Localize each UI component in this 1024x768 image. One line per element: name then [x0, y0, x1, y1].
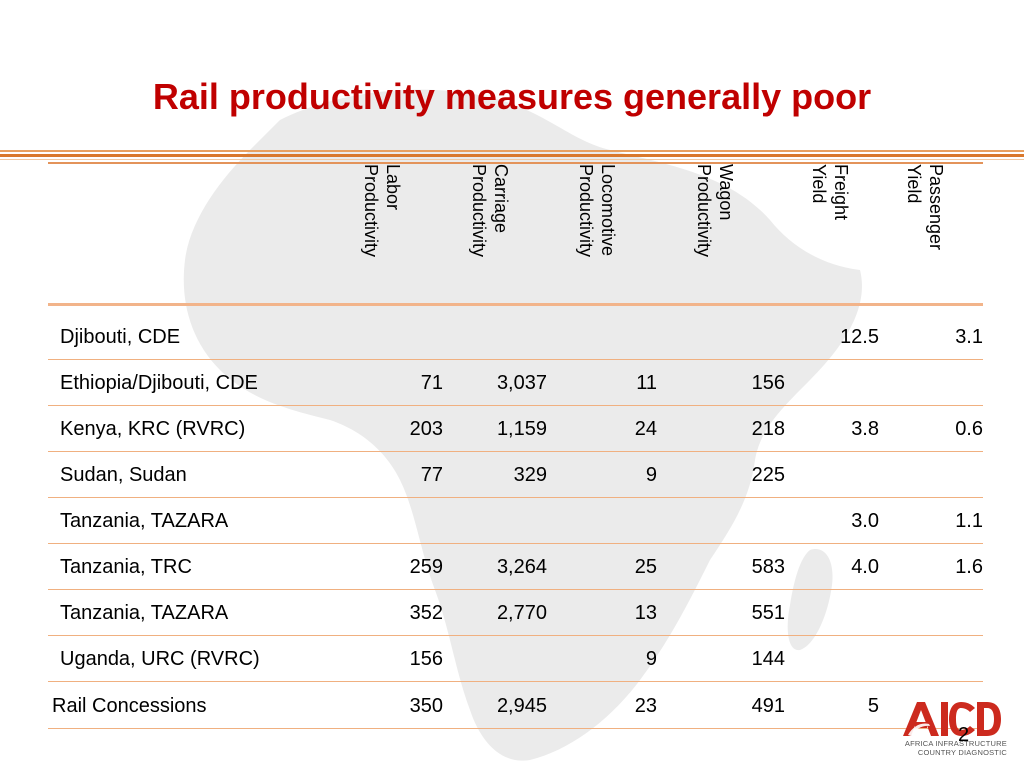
- cell-wagon: 491: [751, 695, 785, 717]
- row-separator: [48, 451, 983, 452]
- cell-freight: 5: [867, 695, 879, 717]
- row-separator: [48, 681, 983, 682]
- cell-passenger: 1.1: [955, 510, 983, 532]
- cell-passenger: 3.1: [955, 326, 983, 348]
- row-name: Ethiopia/Djibouti, CDE: [60, 372, 258, 394]
- slide-title: Rail productivity measures generally poo…: [152, 76, 872, 117]
- title-rule-light: [0, 159, 1024, 160]
- cell-freight: 4.0: [851, 556, 879, 578]
- cell-labor: 71: [420, 372, 443, 394]
- row-name: Tanzania, TAZARA: [60, 602, 229, 624]
- row-separator: [48, 635, 983, 636]
- cell-carriage: 329: [513, 464, 547, 486]
- aicd-logo: AFRICA INFRASTRUCTURE COUNTRY DIAGNOSTIC: [895, 700, 1007, 758]
- cell-locomotive: 9: [645, 464, 657, 486]
- row-name: Uganda, URC (RVRC): [60, 648, 260, 670]
- cell-labor: 259: [409, 556, 443, 578]
- cell-locomotive: 25: [634, 556, 657, 578]
- row-separator: [48, 543, 983, 544]
- page-number: 2: [958, 724, 970, 746]
- cell-labor: 203: [409, 418, 443, 440]
- cell-carriage: 1,159: [496, 418, 547, 440]
- cell-locomotive: 11: [636, 372, 657, 394]
- column-header-line: Productivity: [469, 164, 489, 258]
- column-header-line: Productivity: [576, 164, 596, 258]
- column-header-line: Passenger: [926, 164, 946, 251]
- table-header-border: [48, 303, 983, 306]
- table-row: Tanzania, TAZARA 352 2,770 13 551: [48, 590, 983, 636]
- cell-freight: 3.8: [851, 418, 879, 440]
- table-row: Uganda, URC (RVRC) 156 9 144: [48, 636, 983, 682]
- cell-locomotive: 13: [634, 602, 657, 624]
- row-separator: [48, 405, 983, 406]
- column-header-line: Wagon: [716, 164, 736, 221]
- title-rule: [0, 150, 1024, 152]
- row-separator: [48, 497, 983, 498]
- cell-carriage: 2,770: [496, 602, 547, 624]
- row-name: Rail Concessions: [52, 695, 207, 717]
- row-name: Kenya, KRC (RVRC): [60, 418, 246, 440]
- cell-wagon: 156: [751, 372, 785, 394]
- column-header-line: Productivity: [694, 164, 714, 258]
- table-header-row: Labor Productivity Carriage Productivity L…: [48, 164, 983, 304]
- cell-carriage: 3,037: [496, 372, 547, 394]
- cell-wagon: 218: [751, 418, 785, 440]
- row-separator: [48, 359, 983, 360]
- cell-passenger: 1.6: [955, 556, 983, 578]
- cell-carriage: 3,264: [496, 556, 547, 578]
- column-header-line: Yield: [904, 164, 924, 204]
- cell-labor: 350: [409, 695, 443, 717]
- column-header-line: Labor: [383, 164, 403, 211]
- table-row: Tanzania, TAZARA 3.0 1.1: [48, 498, 983, 544]
- table-row: Sudan, Sudan 77 329 9 225: [48, 452, 983, 498]
- column-header-line: Yield: [809, 164, 829, 204]
- column-header-line: Freight: [831, 164, 851, 221]
- cell-freight: 12.5: [840, 326, 879, 348]
- table-row: Djibouti, CDE 12.5 3.1: [48, 314, 983, 360]
- column-header-line: Locomotive: [598, 164, 618, 257]
- row-name: Sudan, Sudan: [60, 464, 187, 486]
- aicd-tagline-1: AFRICA INFRASTRUCTURE: [904, 739, 1007, 748]
- table-top-border: [48, 162, 983, 164]
- aicd-tagline-2: COUNTRY DIAGNOSTIC: [917, 748, 1007, 757]
- table-row: Kenya, KRC (RVRC) 203 1,159 24 218 3.8 0…: [48, 406, 983, 452]
- cell-carriage: 2,945: [496, 695, 547, 717]
- africa-map-watermark: [183, 89, 862, 761]
- cell-labor: 156: [409, 648, 443, 670]
- column-header-line: Productivity: [361, 164, 381, 258]
- row-name: Tanzania, TAZARA: [60, 510, 229, 532]
- aicd-logo-mark: [903, 702, 1001, 736]
- cell-wagon: 551: [751, 602, 785, 624]
- column-header-line: Carriage: [491, 164, 511, 234]
- cell-locomotive: 23: [634, 695, 657, 717]
- cell-locomotive: 24: [634, 418, 657, 440]
- row-name: Tanzania, TRC: [60, 556, 192, 578]
- cell-labor: 352: [409, 602, 443, 624]
- cell-labor: 77: [420, 464, 443, 486]
- cell-wagon: 583: [751, 556, 785, 578]
- cell-wagon: 144: [751, 648, 785, 670]
- row-name: Djibouti, CDE: [60, 326, 181, 348]
- cell-wagon: 225: [751, 464, 785, 486]
- table-row: Tanzania, TRC 259 3,264 25 583 4.0 1.6: [48, 544, 983, 590]
- title-rule-thick: [0, 154, 1024, 157]
- cell-passenger: 0.6: [955, 418, 983, 440]
- summary-row: Rail Concessions 350 2,945 23 491 5: [48, 683, 983, 729]
- cell-locomotive: 9: [645, 648, 657, 670]
- row-separator: [48, 589, 983, 590]
- table-row: Ethiopia/Djibouti, CDE 71 3,037 11 156: [48, 360, 983, 406]
- row-separator: [48, 728, 983, 729]
- cell-freight: 3.0: [851, 510, 879, 532]
